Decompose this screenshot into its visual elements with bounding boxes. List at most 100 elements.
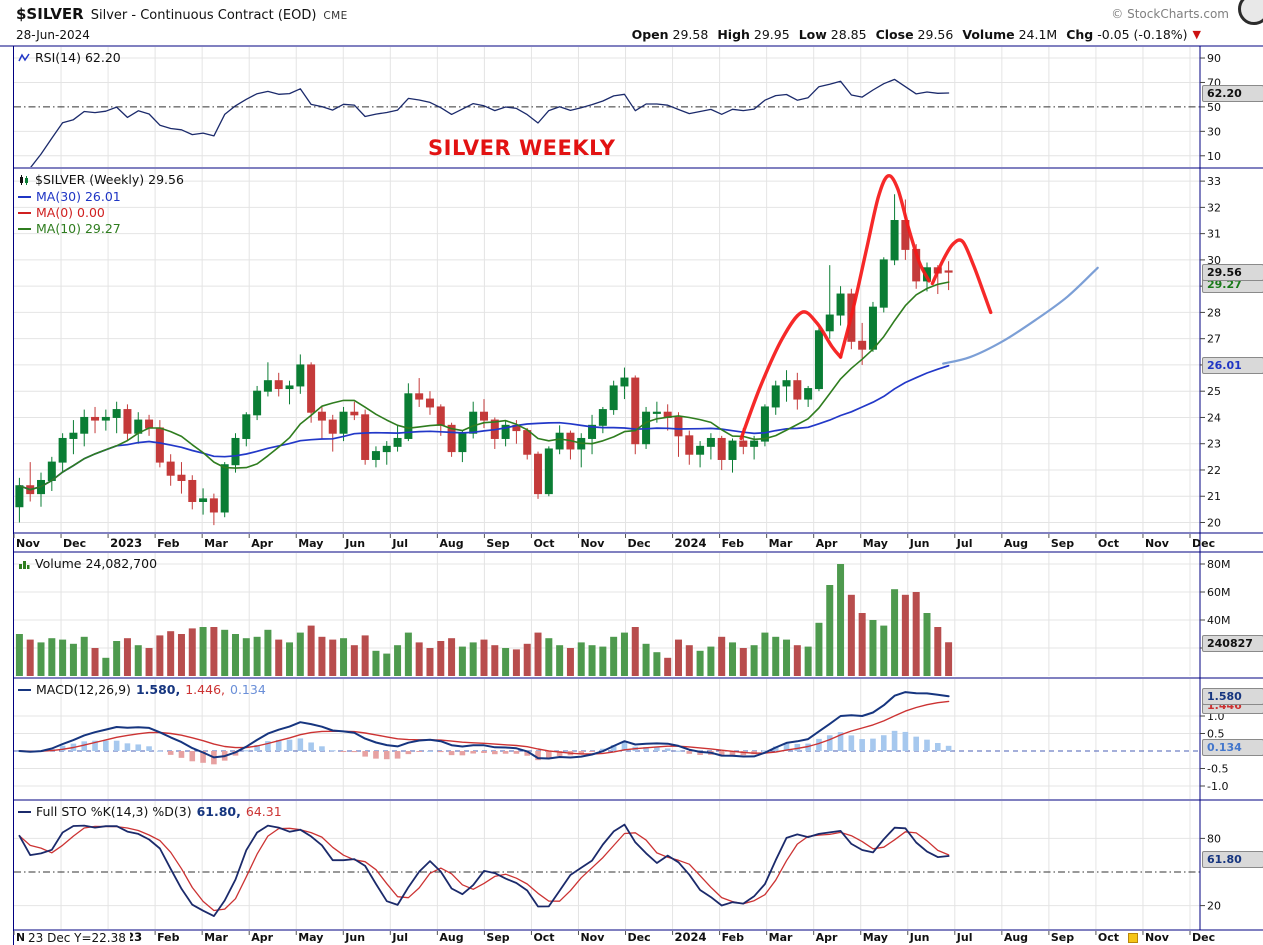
ma0-legend-label: MA(0) 0.00 [36,205,105,220]
tick-label: 33 [1207,175,1221,188]
tick-label: 27 [1207,333,1221,346]
month-label: Feb [157,931,180,944]
tick-label: 40M [1207,614,1231,627]
yellow-marker [1128,933,1138,943]
tick-label: 31 [1207,228,1221,241]
change-down-arrow-icon: ▼ [1192,28,1201,41]
month-label: Feb [722,931,745,944]
month-label: Apr [816,537,838,550]
month-label: Sep [1051,537,1074,550]
candlestick-icon [20,174,28,185]
month-label: Jun [909,931,930,944]
tick-label: 23 [1207,438,1221,451]
tick-label: 21 [1207,490,1221,503]
month-label: Apr [251,931,273,944]
tick-label: 10 [1207,150,1221,163]
macd-legend-label: MACD(12,26,9) [36,682,131,697]
sto-line-icon [18,810,31,813]
tick-label: 80M [1207,558,1231,571]
sto-d-value: 64.31 [245,804,282,819]
month-label: May [863,537,888,550]
bottom-note: 23 Dec Y=22.38 [24,931,130,945]
month-label: Feb [157,537,180,550]
chart-date: 28-Jun-2024 [16,28,90,42]
rsi-legend: RSI(14) 62.20 [18,50,121,65]
ma10-legend: MA(10) 29.27 [18,221,121,236]
symbol: $SILVER [16,5,84,23]
ma0-line-icon [18,211,31,214]
volume-bars-icon [19,560,30,569]
tick-label: 25 [1207,385,1221,398]
rsi-value-box: 62.20 [1202,85,1263,102]
volume-legend-label: Volume 24,082,700 [35,556,158,571]
sto-legend: Full STO %K(14,3) %D(3) 61.80, 64.31 [18,804,282,819]
tick-label: -1.0 [1207,780,1228,793]
macd-line-icon [18,688,31,691]
tick-label: 20 [1207,516,1221,529]
month-label: May [298,537,323,550]
chart-header: $SILVER Silver - Continuous Contract (EO… [16,5,348,23]
rsi-legend-label: RSI(14) 62.20 [35,50,121,65]
month-label: Nov [1145,537,1170,550]
ma10-legend-label: MA(10) 29.27 [36,221,121,236]
month-label: 2024 [675,930,707,944]
price-legend-label: $SILVER (Weekly) 29.56 [35,172,184,187]
tick-label: 80 [1207,832,1221,845]
month-label: Nov [16,537,41,550]
month-label: Jun [909,537,930,550]
price-legend: $SILVER (Weekly) 29.56 [18,172,184,187]
month-label: May [863,931,888,944]
quote-close: Close 29.56 [875,27,954,42]
month-label: Jul [391,931,408,944]
quote-high: High 29.95 [717,27,790,42]
macd-legend: MACD(12,26,9) 1.580, 1.446, 0.134 [18,682,266,697]
month-label: Aug [1004,931,1028,944]
month-label: Jul [956,537,973,550]
month-label: Dec [628,537,651,550]
month-label: Nov [580,931,605,944]
ma30-value-box: 26.01 [1202,357,1263,374]
month-label: Dec [63,537,86,550]
month-label: Sep [1051,931,1074,944]
chart-annotation-title: SILVER WEEKLY [428,136,616,160]
tick-label: 24 [1207,411,1221,424]
tick-label: 90 [1207,52,1221,65]
tick-label: 22 [1207,464,1221,477]
month-label: Apr [251,537,273,550]
month-label: Aug [1004,537,1028,550]
tick-label: 20 [1207,900,1221,913]
quote-row: Open 29.58 High 29.95 Low 28.85 Close 29… [632,27,1201,42]
month-label: Nov [580,537,605,550]
sto-legend-label: Full STO %K(14,3) %D(3) [36,804,192,819]
ma10-line-icon [18,227,31,230]
ma0-legend: MA(0) 0.00 [18,205,105,220]
tick-label: 0.5 [1207,728,1225,741]
month-label: Oct [1098,537,1119,550]
month-label: Sep [486,931,509,944]
month-label: Dec [1192,537,1215,550]
month-label: Oct [1098,931,1119,944]
ma30-legend: MA(30) 26.01 [18,189,121,204]
ma30-line-icon [18,195,31,198]
month-label: Sep [486,537,509,550]
volume-legend: Volume 24,082,700 [18,556,157,571]
macd-hist-box: 0.134 [1202,739,1263,756]
month-label: Apr [816,931,838,944]
month-label: Oct [533,931,554,944]
month-label: Jun [344,931,365,944]
month-label: Jun [344,537,365,550]
sto-k-value: 61.80, [196,804,241,819]
month-label: Aug [439,537,463,550]
month-label: Mar [769,537,793,550]
sto-value-box: 61.80 [1202,851,1263,868]
volume-value-box: 240827 [1202,635,1263,652]
stockcharts-watermark: © StockCharts.com [1111,7,1229,21]
month-label: Mar [204,537,228,550]
month-label: Nov [1145,931,1170,944]
volume-bars [15,564,953,676]
month-label: 2024 [675,536,707,550]
month-label: Aug [439,931,463,944]
tick-label: 28 [1207,306,1221,319]
